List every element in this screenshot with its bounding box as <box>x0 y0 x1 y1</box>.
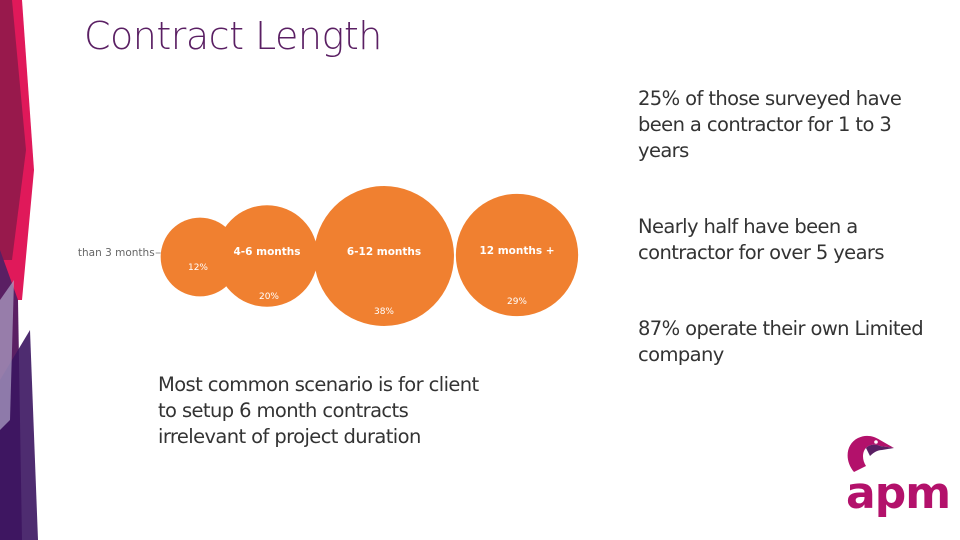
common-scenario-note: Most common scenario is for client to se… <box>158 373 479 448</box>
stat-contractor-1-3-years: 25% of those surveyed have been a contra… <box>638 87 902 162</box>
bubble-2 <box>314 186 454 326</box>
bubble-chart: Less than 3 months 12% 4-6 months 20% 6-12 m… <box>76 186 579 326</box>
bubble-0 <box>160 217 240 297</box>
stat-over-5-years: Nearly half have been a contractor for o… <box>638 215 885 264</box>
value-label-0: 12% <box>188 263 208 273</box>
value-label-2: 38% <box>374 307 394 317</box>
category-label-0: Less than 3 months <box>76 247 155 259</box>
apm-logo-text: apm <box>846 468 951 519</box>
category-label-2: 6-12 months <box>347 246 421 258</box>
slide-title: Contract Length <box>84 14 382 58</box>
value-label-3: 29% <box>507 297 527 307</box>
category-label-3: 12 months + <box>479 245 554 257</box>
value-label-1: 20% <box>259 292 279 302</box>
left-edge-decoration <box>0 0 38 540</box>
apm-heron-logo <box>847 435 894 472</box>
bubble-1 <box>216 205 318 307</box>
stat-limited-company: 87% operate their own Limited company <box>638 317 924 366</box>
bubble-3 <box>455 193 579 317</box>
category-label-1: 4-6 months <box>234 246 301 258</box>
